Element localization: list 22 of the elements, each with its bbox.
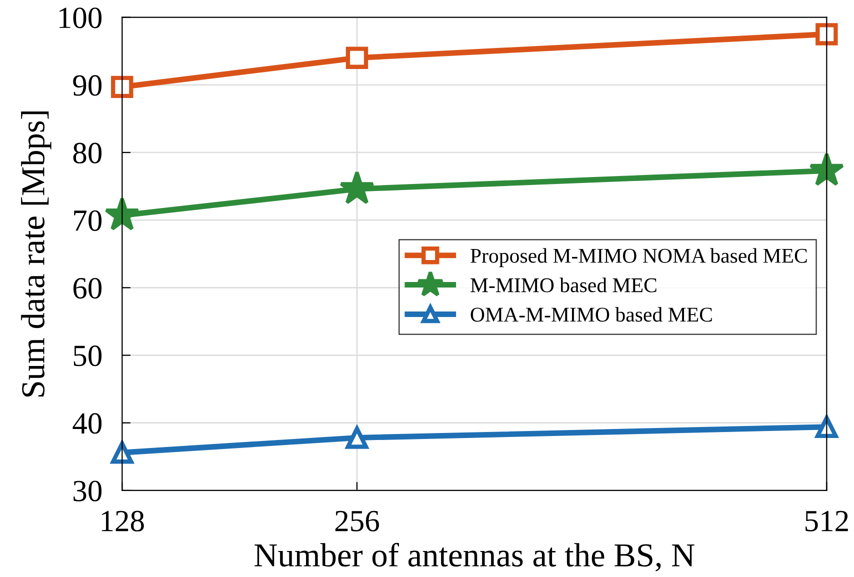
legend-label: Proposed M-MIMO NOMA based MEC — [470, 248, 807, 268]
x-tick-label: 512 — [806, 510, 848, 532]
legend-label: M-MIMO based MEC — [470, 278, 656, 292]
y-tick-label: 60 — [73, 278, 102, 299]
x-tick-label: 256 — [335, 510, 379, 532]
y-tick-label: 30 — [74, 480, 102, 502]
point — [816, 23, 838, 46]
point — [111, 76, 134, 98]
x-tick-label: 128 — [102, 510, 144, 532]
y-tick-label: 70 — [74, 210, 102, 231]
y-tick-label: 50 — [74, 346, 102, 366]
legend-label: OMA-M-MIMO based MEC — [470, 307, 712, 322]
x-axis-title: Number of antennas at the BS, N — [254, 542, 694, 572]
y-tick-label: 80 — [73, 142, 102, 164]
point — [339, 170, 375, 204]
y-tick-label: 90 — [73, 75, 102, 96]
point — [809, 152, 844, 186]
point — [346, 46, 368, 69]
y-tick-label: 100 — [60, 8, 102, 28]
point — [104, 196, 140, 231]
y-tick-label: 40 — [72, 413, 102, 434]
y-axis-title: Sum data rate [Mbps] — [21, 111, 52, 397]
